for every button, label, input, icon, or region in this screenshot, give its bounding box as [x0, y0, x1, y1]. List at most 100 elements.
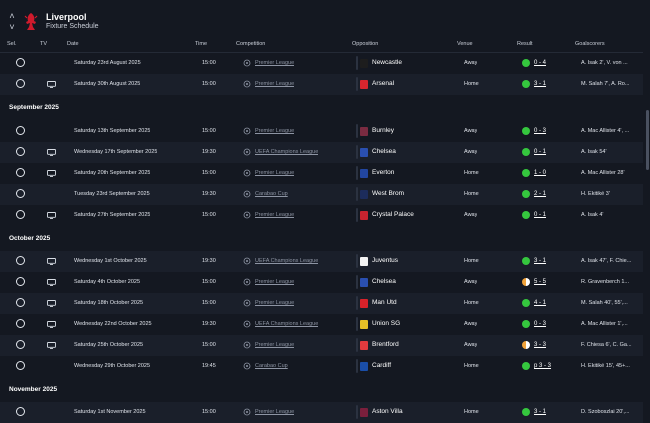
result-link[interactable]: 0 - 4 [534, 60, 547, 66]
competition-link[interactable]: Premier League [255, 300, 295, 306]
select-radio[interactable] [16, 79, 25, 88]
fixture-row[interactable]: Saturday 1st November 2025 15:00 Premier L… [0, 402, 643, 423]
team-header: ˄ ˅ Liverpool Fixture Schedule [0, 0, 650, 36]
select-radio[interactable] [16, 168, 25, 177]
result-link[interactable]: 0 - 1 [534, 212, 547, 218]
opposition-badge[interactable]: Man Utd [356, 296, 397, 310]
column-competition[interactable]: Competition [236, 41, 266, 47]
result-link[interactable]: 0 - 3 [534, 321, 547, 327]
select-radio[interactable] [16, 298, 25, 307]
select-radio[interactable] [16, 147, 25, 156]
competition-link[interactable]: UEFA Champions League [255, 321, 319, 327]
fixture-venue: Home [464, 409, 479, 415]
column-time[interactable]: Time [195, 41, 208, 47]
competition-link[interactable]: Premier League [255, 60, 295, 66]
fixture-row[interactable]: Saturday 23rd August 2025 15:00 Premier Le… [0, 53, 643, 74]
fixture-row[interactable]: Saturday 4th October 2025 15:00 Premier Le… [0, 272, 643, 293]
fixture-row[interactable]: Tuesday 23rd September 2025 19:30 Carabao … [0, 184, 643, 205]
column-goalscorers[interactable]: Goalscorers [575, 41, 605, 47]
select-radio[interactable] [16, 58, 25, 67]
fixture-venue: Home [464, 258, 479, 264]
select-radio[interactable] [16, 277, 25, 286]
result-win-icon [522, 299, 530, 307]
result-link[interactable]: 3 - 3 [534, 342, 547, 348]
goalscorers: M. Salah 7', A. Ro... [581, 81, 630, 87]
competition-link[interactable]: Premier League [255, 170, 295, 176]
select-radio[interactable] [16, 256, 25, 265]
opposition-crest-icon [360, 148, 368, 157]
fixture-row[interactable]: Saturday 20th September 2025 15:00 Premier… [0, 163, 643, 184]
competition-link[interactable]: Premier League [255, 128, 295, 134]
result-link[interactable]: 4 - 1 [534, 300, 547, 306]
select-radio[interactable] [16, 407, 25, 416]
result-win-icon [522, 257, 530, 265]
opposition-badge[interactable]: Burnley [356, 124, 394, 138]
opposition-badge[interactable]: Juventus [356, 254, 398, 268]
result-link[interactable]: 5 - 5 [534, 279, 547, 285]
fixture-row[interactable]: Saturday 13th September 2025 15:00 Premier… [0, 121, 643, 142]
opposition-badge[interactable]: Union SG [356, 317, 400, 331]
tv-icon [47, 321, 56, 328]
fixture-row[interactable]: Saturday 18th October 2025 15:00 Premier L… [0, 293, 643, 314]
fixture-row[interactable]: Wednesday 17th September 2025 19:30 UEFA C… [0, 142, 643, 163]
opposition-badge[interactable]: Arsenal [356, 77, 394, 91]
result-link[interactable]: 2 - 1 [534, 191, 547, 197]
competition-link[interactable]: UEFA Champions League [255, 258, 319, 264]
result-link[interactable]: 0 - 1 [534, 149, 547, 155]
competition-link[interactable]: Premier League [255, 342, 295, 348]
opposition-crest-icon [360, 169, 368, 178]
select-radio[interactable] [16, 340, 25, 349]
opposition-crest-icon [360, 362, 368, 371]
result-link[interactable]: 3 - 1 [534, 81, 547, 87]
chevron-up-icon[interactable]: ˄ [9, 11, 15, 21]
column-opposition[interactable]: Opposition [352, 41, 379, 47]
scrollbar-track[interactable] [646, 0, 649, 423]
select-radio[interactable] [16, 361, 25, 370]
scrollbar-thumb[interactable] [646, 110, 649, 170]
opposition-name: Newcastle [372, 59, 402, 66]
competition-link[interactable]: Premier League [255, 81, 295, 87]
competition-link[interactable]: Carabao Cup [255, 363, 288, 369]
opposition-badge[interactable]: Chelsea [356, 145, 396, 159]
club-crest-icon [24, 13, 38, 30]
fixture-time: 19:45 [202, 363, 216, 369]
opposition-badge[interactable]: Crystal Palace [356, 208, 414, 222]
select-radio[interactable] [16, 319, 25, 328]
competition-link[interactable]: Premier League [255, 409, 295, 415]
result-link[interactable]: 3 - 1 [534, 409, 547, 415]
fixture-row[interactable]: Saturday 27th September 2025 15:00 Premier… [0, 205, 643, 226]
result-link[interactable]: 1 - 0 [534, 170, 547, 176]
opposition-badge[interactable]: West Brom [356, 187, 404, 201]
opposition-badge[interactable]: Everton [356, 166, 394, 180]
tv-icon [47, 258, 56, 265]
select-radio[interactable] [16, 126, 25, 135]
column-venue[interactable]: Venue [457, 41, 473, 47]
fixture-row[interactable]: Wednesday 22nd October 2025 19:30 UEFA Cha… [0, 314, 643, 335]
select-radio[interactable] [16, 189, 25, 198]
column-result[interactable]: Result [517, 41, 533, 47]
fixture-row[interactable]: Wednesday 1st October 2025 19:30 UEFA Cham… [0, 251, 643, 272]
select-radio[interactable] [16, 210, 25, 219]
fixture-row[interactable]: Saturday 30th August 2025 15:00 Premier Le… [0, 74, 643, 95]
competition-link[interactable]: Premier League [255, 279, 295, 285]
fixture-time: 15:00 [202, 128, 216, 134]
competition-link[interactable]: Premier League [255, 212, 295, 218]
column-date[interactable]: Date [67, 41, 79, 47]
fixture-row[interactable]: Wednesday 29th October 2025 19:45 Carabao … [0, 356, 643, 377]
result-link[interactable]: 0 - 3 [534, 128, 547, 134]
result-link[interactable]: p 3 - 3 [534, 363, 552, 369]
opposition-badge[interactable]: Cardiff [356, 359, 391, 373]
fixture-time: 15:00 [202, 300, 216, 306]
result-link[interactable]: 3 - 1 [534, 258, 547, 264]
competition-link[interactable]: UEFA Champions League [255, 149, 319, 155]
opposition-name: Burnley [372, 127, 395, 134]
goalscorers: A. Isak 54' [581, 149, 607, 155]
chevron-down-icon[interactable]: ˅ [9, 22, 15, 32]
competition-link[interactable]: Carabao Cup [255, 191, 288, 197]
competition-icon [243, 59, 251, 67]
opposition-badge[interactable]: Chelsea [356, 275, 396, 289]
opposition-badge[interactable]: Brentford [356, 338, 399, 352]
fixture-row[interactable]: Saturday 25th October 2025 15:00 Premier L… [0, 335, 643, 356]
opposition-badge[interactable]: Aston Villa [356, 405, 403, 419]
opposition-badge[interactable]: Newcastle [356, 56, 402, 70]
